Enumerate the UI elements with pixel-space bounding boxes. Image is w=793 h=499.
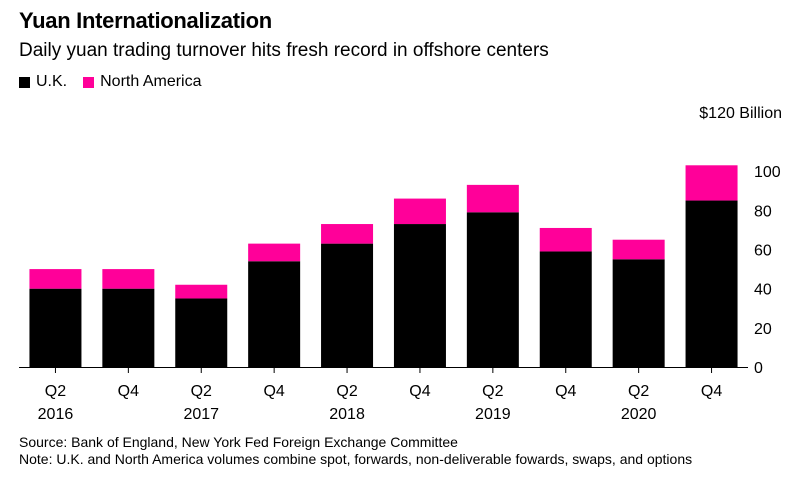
bar-north-america <box>685 165 738 201</box>
y-tick-label: 0 <box>754 360 763 377</box>
bar-uk <box>248 261 301 367</box>
legend-label-north-america: North America <box>100 73 202 90</box>
x-tick-year-label: 2019 <box>475 406 511 423</box>
x-tick-year-label: 2020 <box>621 406 657 423</box>
y-tick-label-top: $120 Billion <box>699 105 782 122</box>
y-tick-label: 20 <box>754 321 772 338</box>
legend-item-uk: U.K. <box>19 73 67 91</box>
x-tick-label: Q4 <box>555 383 576 400</box>
methodology-note: Note: U.K. and North America volumes com… <box>19 451 693 467</box>
x-tick-year-label: 2017 <box>183 406 219 423</box>
bar-uk <box>393 224 446 367</box>
bar-uk <box>175 298 228 367</box>
x-tick-label: Q4 <box>263 383 284 400</box>
legend-label-uk: U.K. <box>36 73 68 90</box>
chart-subtitle: Daily yuan trading turnover hits fresh r… <box>19 40 549 61</box>
x-tick-label: Q2 <box>191 383 212 400</box>
bar-north-america <box>29 269 82 289</box>
bar-uk <box>685 200 738 367</box>
x-tick-label: Q2 <box>628 383 649 400</box>
bar-uk <box>102 288 155 367</box>
bar-north-america <box>393 198 446 225</box>
legend-swatch-uk <box>19 76 30 88</box>
bar-north-america <box>466 184 519 213</box>
bar-uk <box>466 212 519 367</box>
bar-uk <box>539 251 592 367</box>
x-tick-label: Q4 <box>409 383 430 400</box>
bar-uk <box>29 288 82 367</box>
chart-footer: Source: Bank of England, New York Fed Fo… <box>19 434 779 468</box>
legend: U.K. North America <box>19 73 218 91</box>
x-tick-label: Q4 <box>118 383 139 400</box>
bar-north-america <box>175 284 228 299</box>
y-tick-label: 40 <box>754 282 772 299</box>
bar-chart: 0 20 40 60 80 100 $120 Billion Q2 2016 Q4 Q2 2017 Q4… <box>19 105 782 423</box>
legend-swatch-north-america <box>83 76 95 88</box>
bar-north-america <box>539 227 592 252</box>
x-tick-label: Q2 <box>45 383 66 400</box>
x-tick-year-label: 2018 <box>329 406 365 423</box>
x-tick-label: Q2 <box>336 383 357 400</box>
bar-north-america <box>612 239 665 260</box>
source-note: Source: Bank of England, New York Fed Fo… <box>19 434 458 450</box>
x-tick-label: Q2 <box>482 383 503 400</box>
bar-uk <box>321 243 374 367</box>
bar-north-america <box>102 269 155 289</box>
bar-north-america <box>321 224 374 244</box>
y-tick-label: 100 <box>754 164 781 181</box>
bar-north-america <box>248 243 301 262</box>
x-tick-label: Q4 <box>701 383 722 400</box>
y-tick-label: 60 <box>754 243 772 260</box>
bar-uk <box>612 259 665 367</box>
x-tick-year-label: 2016 <box>38 406 74 423</box>
legend-item-north-america: North America <box>83 73 202 91</box>
y-tick-label: 80 <box>754 203 772 220</box>
chart-title: Yuan Internationalization <box>19 8 272 33</box>
